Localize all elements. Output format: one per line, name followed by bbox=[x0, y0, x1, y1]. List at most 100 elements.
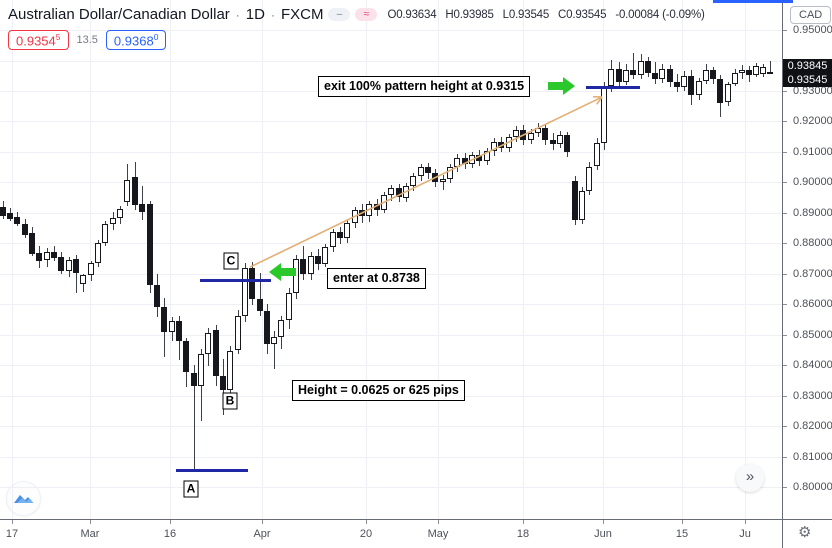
candle bbox=[147, 204, 153, 286]
candle bbox=[616, 69, 622, 82]
candle bbox=[638, 61, 644, 76]
time-axis-tick bbox=[523, 520, 524, 524]
separator: · bbox=[235, 7, 240, 22]
candle bbox=[220, 375, 226, 391]
open-value: O0.93634 bbox=[387, 8, 437, 21]
candle bbox=[73, 259, 79, 274]
candle bbox=[22, 224, 28, 236]
candle-wick bbox=[141, 186, 143, 220]
candle bbox=[681, 75, 687, 88]
gear-icon[interactable]: ⚙ bbox=[798, 524, 812, 541]
high-value: H0.93985 bbox=[445, 8, 494, 21]
candle bbox=[278, 320, 284, 338]
time-axis-label: 18 bbox=[516, 528, 530, 540]
candle bbox=[36, 253, 42, 261]
time-axis-tick bbox=[366, 520, 367, 524]
candle bbox=[88, 262, 94, 275]
price-axis-label: 0.86000 bbox=[793, 298, 832, 311]
candle bbox=[58, 256, 64, 272]
time-axis-label: 17 bbox=[5, 528, 19, 540]
candle bbox=[652, 72, 658, 79]
candle bbox=[286, 292, 292, 321]
candle bbox=[66, 259, 72, 271]
time-axis-tick bbox=[262, 520, 263, 524]
candle bbox=[132, 176, 138, 205]
candle bbox=[191, 372, 197, 387]
exchange-label: FXCM bbox=[280, 6, 324, 23]
candle bbox=[703, 70, 709, 82]
time-axis-tick bbox=[603, 520, 604, 524]
interval-label[interactable]: 1D bbox=[245, 6, 265, 23]
candle bbox=[242, 268, 248, 316]
price-axis-tick bbox=[783, 487, 787, 488]
time-axis-label: May bbox=[427, 528, 449, 540]
price-axis-label: 0.83000 bbox=[793, 389, 832, 402]
time-axis-tick bbox=[745, 520, 746, 524]
time-axis-tick bbox=[438, 520, 439, 524]
separator: · bbox=[270, 7, 275, 22]
grid-line-horizontal bbox=[0, 334, 782, 336]
grid-line-horizontal bbox=[0, 304, 782, 306]
approx-price-icon[interactable]: ≈ bbox=[355, 8, 378, 21]
scroll-to-latest-button[interactable]: » bbox=[736, 464, 764, 492]
candle bbox=[688, 75, 694, 96]
price-axis[interactable]: CAD 0.95000 0.93000 0.92000 0.91000 0.90000 0… bbox=[782, 0, 832, 519]
candle bbox=[176, 321, 182, 342]
grid-line-vertical bbox=[603, 0, 604, 519]
price-axis-tick bbox=[783, 90, 787, 92]
price-axis-tick bbox=[783, 151, 787, 153]
candle bbox=[7, 213, 13, 220]
candle bbox=[608, 69, 614, 86]
entry-level-line[interactable] bbox=[200, 279, 271, 282]
candle-wick bbox=[259, 273, 261, 317]
price-axis-tick bbox=[783, 121, 787, 123]
exit-level-line[interactable] bbox=[586, 85, 640, 89]
symbol-title[interactable]: Australian Dollar/Canadian Dollar bbox=[8, 6, 230, 23]
candle bbox=[746, 69, 752, 76]
price-axis-tick bbox=[783, 426, 787, 428]
grid-line-horizontal bbox=[0, 456, 782, 458]
price-axis-label: 0.82000 bbox=[793, 420, 832, 433]
candle bbox=[183, 341, 189, 372]
price-axis-label: 0.84000 bbox=[793, 359, 832, 372]
pattern-point-label-A[interactable]: A bbox=[183, 480, 199, 498]
time-axis[interactable]: 17 Mar 16 Apr 20 May 18 Jun 15 Ju bbox=[0, 519, 782, 548]
price-axis-label: 0.85000 bbox=[793, 328, 832, 341]
candle bbox=[102, 224, 108, 243]
candle bbox=[29, 232, 35, 254]
time-axis-tick bbox=[170, 520, 171, 524]
candle-wick bbox=[193, 364, 195, 470]
candle bbox=[696, 81, 702, 96]
dash-icon: ‒ bbox=[336, 9, 343, 20]
enter-callout[interactable]: enter at 0.8738 bbox=[327, 267, 426, 289]
candle bbox=[767, 71, 773, 75]
candle bbox=[213, 330, 219, 376]
price-axis-tick bbox=[783, 243, 787, 245]
low-value: L0.93545 bbox=[502, 8, 550, 21]
ohlc-readout: O0.93634 H0.93985 L0.93545 C0.93545 -0.0… bbox=[387, 9, 710, 21]
currency-toggle-button[interactable]: CAD bbox=[790, 6, 832, 24]
candle-wick bbox=[632, 52, 634, 79]
pattern-point-label-B[interactable]: B bbox=[222, 392, 238, 410]
time-axis-tick bbox=[682, 520, 683, 524]
candle bbox=[732, 73, 738, 85]
candle bbox=[0, 206, 6, 217]
point-a-level-line[interactable] bbox=[176, 469, 248, 473]
exit-callout[interactable]: exit 100% pattern height at 0.9315 bbox=[318, 75, 531, 97]
candle bbox=[645, 61, 651, 73]
price-axis-label: 0.90000 bbox=[793, 176, 832, 189]
time-axis-tick bbox=[90, 520, 91, 524]
spread-value: 13.5 bbox=[76, 34, 98, 47]
height-callout[interactable]: Height = 0.0625 or 625 pips bbox=[292, 379, 465, 401]
buy-price-button[interactable]: 0.93680 bbox=[105, 30, 167, 51]
candle bbox=[235, 315, 241, 351]
pattern-point-label-C[interactable]: C bbox=[223, 252, 239, 270]
candle bbox=[95, 242, 101, 263]
sell-price-button[interactable]: 0.93545 bbox=[8, 30, 69, 51]
market-status-icon[interactable]: ‒ bbox=[328, 8, 351, 21]
time-axis-tick bbox=[12, 520, 13, 524]
candle-wick bbox=[769, 60, 771, 75]
candle bbox=[271, 337, 277, 345]
